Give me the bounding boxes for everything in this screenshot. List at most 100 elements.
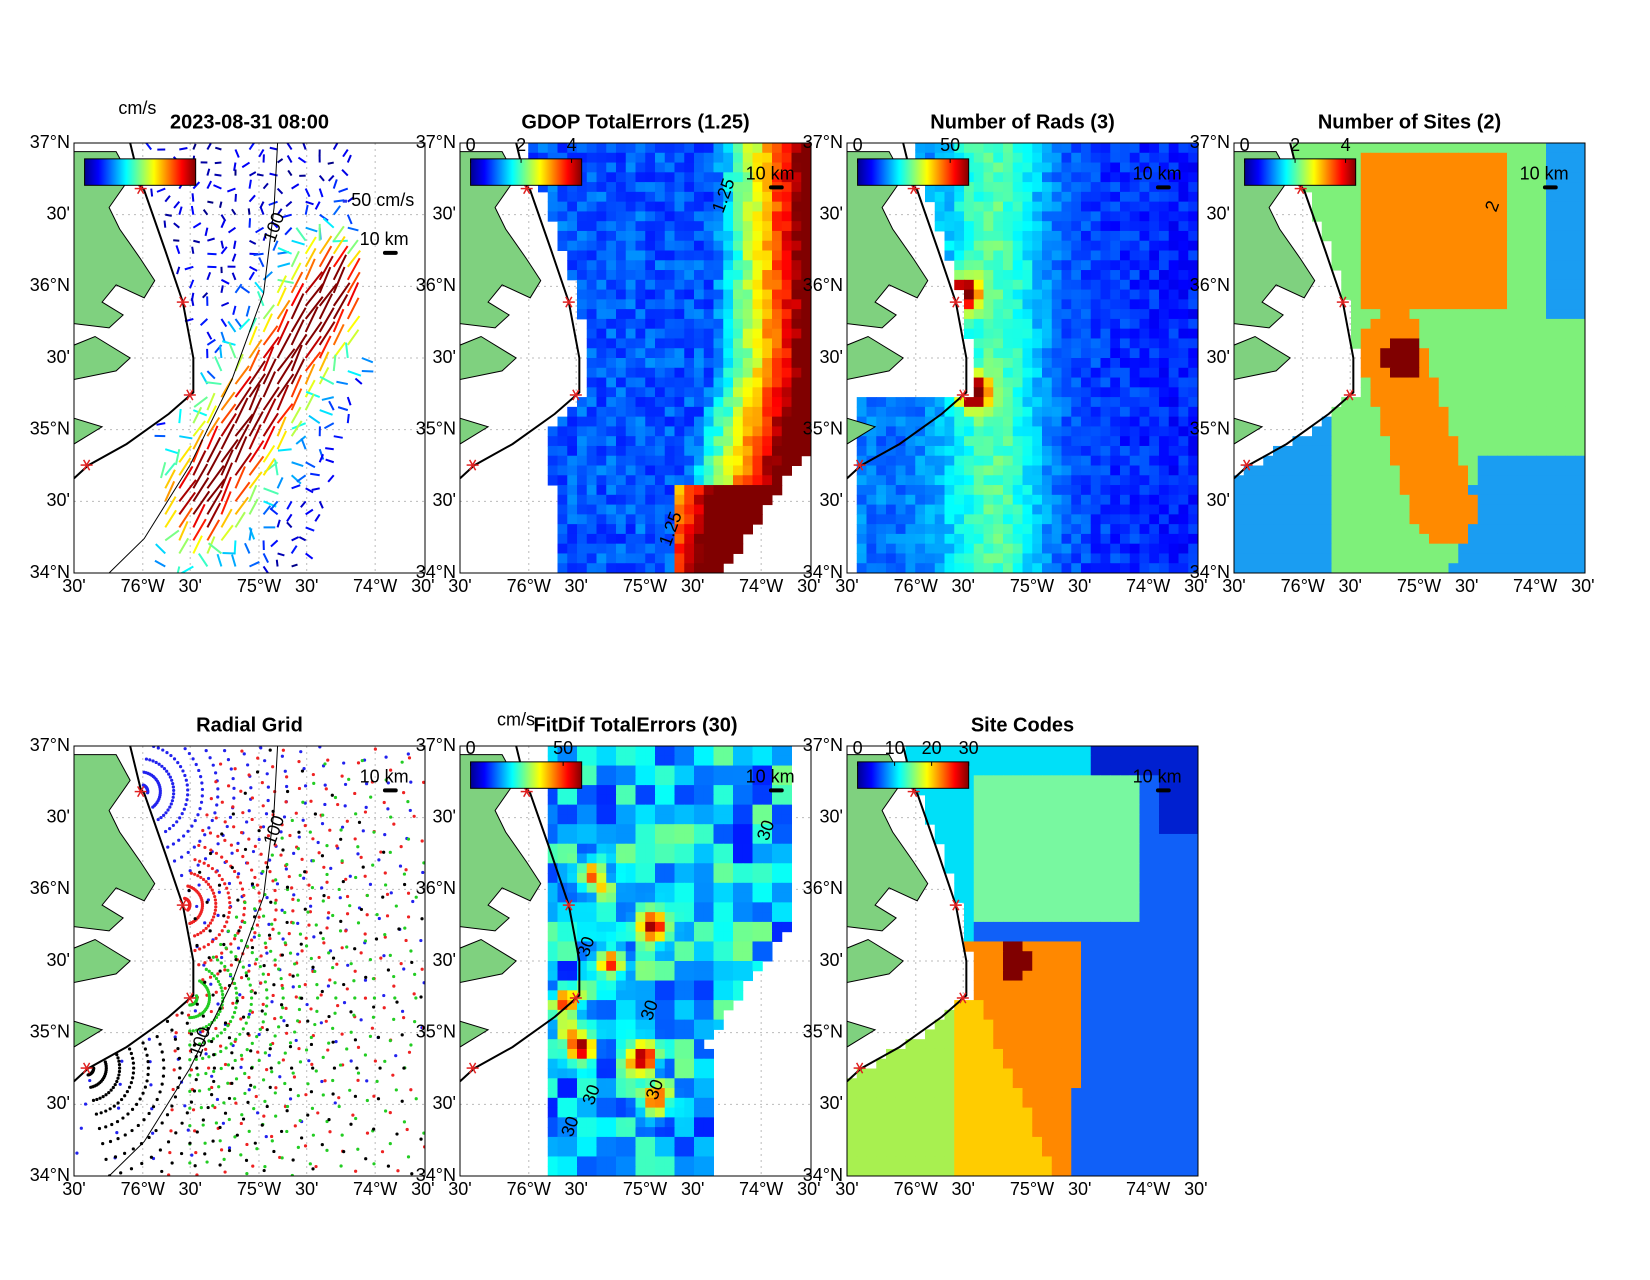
field-cell xyxy=(655,290,665,300)
radial-grid-point xyxy=(203,833,206,836)
radial-grid-point xyxy=(312,935,315,938)
radial-grid-point xyxy=(228,896,231,899)
lon-label: 30' xyxy=(62,576,85,596)
field-cell xyxy=(1478,368,1488,378)
field-cell xyxy=(1410,378,1420,388)
current-vector xyxy=(207,254,216,255)
field-cell xyxy=(792,426,802,436)
field-cell xyxy=(1380,211,1390,221)
field-cell xyxy=(792,280,802,290)
field-cell xyxy=(1023,202,1033,212)
field-cell xyxy=(1458,153,1468,163)
field-cell xyxy=(1120,221,1130,231)
field-cell xyxy=(1302,475,1312,485)
radial-grid-point xyxy=(383,801,386,804)
radial-grid-point xyxy=(320,993,323,996)
field-cell xyxy=(1179,387,1189,397)
field-cell xyxy=(597,221,607,231)
field-cell xyxy=(1003,534,1013,544)
field-cell xyxy=(1120,290,1130,300)
radial-grid-point xyxy=(207,826,210,829)
field-cell xyxy=(1341,407,1351,417)
field-cell xyxy=(1497,544,1507,554)
radial-grid-point xyxy=(344,804,347,807)
field-cell xyxy=(587,172,597,182)
field-cell xyxy=(762,417,772,427)
field-cell xyxy=(782,358,792,368)
field-cell xyxy=(1332,446,1342,456)
field-cell xyxy=(792,446,802,456)
field-cell xyxy=(1419,143,1429,153)
field-cell xyxy=(1361,280,1371,290)
field-cell xyxy=(587,534,597,544)
field-cell xyxy=(1536,407,1546,417)
field-cell xyxy=(655,397,665,407)
field-cell xyxy=(1380,505,1390,515)
field-cell xyxy=(655,387,665,397)
field-cell xyxy=(665,466,675,476)
field-cell xyxy=(1013,495,1023,505)
field-cell xyxy=(1091,446,1101,456)
field-cell xyxy=(1302,495,1312,505)
field-cell xyxy=(1488,153,1498,163)
field-cell xyxy=(1468,505,1478,515)
field-cell xyxy=(597,329,607,339)
field-cell xyxy=(1566,466,1576,476)
radial-grid-point xyxy=(265,952,268,955)
radial-grid-point xyxy=(257,916,260,919)
field-cell xyxy=(1023,270,1033,280)
field-cell xyxy=(1400,514,1410,524)
field-cell xyxy=(1110,544,1120,554)
field-cell xyxy=(616,475,626,485)
field-cell xyxy=(714,495,724,505)
field-cell xyxy=(1312,192,1322,202)
field-cell xyxy=(1293,524,1303,534)
field-cell xyxy=(714,221,724,231)
radial-grid-point xyxy=(399,864,402,867)
field-cell xyxy=(714,485,724,495)
field-cell xyxy=(1429,534,1439,544)
radial-grid-point xyxy=(323,1079,326,1082)
radial-grid-point xyxy=(174,1049,177,1052)
field-cell xyxy=(1179,407,1189,417)
field-cell xyxy=(1371,143,1381,153)
field-cell xyxy=(935,466,945,476)
field-cell xyxy=(1130,153,1140,163)
lat-label: 30' xyxy=(47,203,70,223)
field-cell xyxy=(665,553,675,563)
field-cell xyxy=(974,563,984,573)
field-cell xyxy=(915,534,925,544)
field-cell xyxy=(886,553,896,563)
field-cell xyxy=(1179,251,1189,261)
radial-grid-point xyxy=(151,759,154,762)
field-cell xyxy=(1527,299,1537,309)
field-cell xyxy=(1081,202,1091,212)
field-cell xyxy=(606,172,616,182)
field-cell xyxy=(733,466,743,476)
field-cell xyxy=(597,436,607,446)
field-cell xyxy=(1130,553,1140,563)
field-cell xyxy=(1449,514,1459,524)
field-cell xyxy=(1159,260,1169,270)
field-cell xyxy=(1179,280,1189,290)
field-cell xyxy=(1380,544,1390,554)
field-cell xyxy=(1507,280,1517,290)
field-cell xyxy=(1488,231,1498,241)
radial-grid-point xyxy=(298,787,301,790)
field-cell xyxy=(1429,143,1439,153)
field-cell xyxy=(1341,241,1351,251)
field-cell xyxy=(1169,338,1179,348)
field-cell xyxy=(857,563,867,573)
field-cell xyxy=(867,514,877,524)
field-cell xyxy=(577,553,587,563)
field-cell xyxy=(1400,329,1410,339)
radial-grid-point xyxy=(327,911,330,914)
field-cell xyxy=(636,270,646,280)
field-cell xyxy=(1575,329,1585,339)
field-cell xyxy=(1101,338,1111,348)
radial-grid-point xyxy=(349,875,352,878)
radial-grid-point xyxy=(400,845,403,848)
field-cell xyxy=(1390,466,1400,476)
field-cell xyxy=(1400,231,1410,241)
field-cell xyxy=(1517,280,1527,290)
